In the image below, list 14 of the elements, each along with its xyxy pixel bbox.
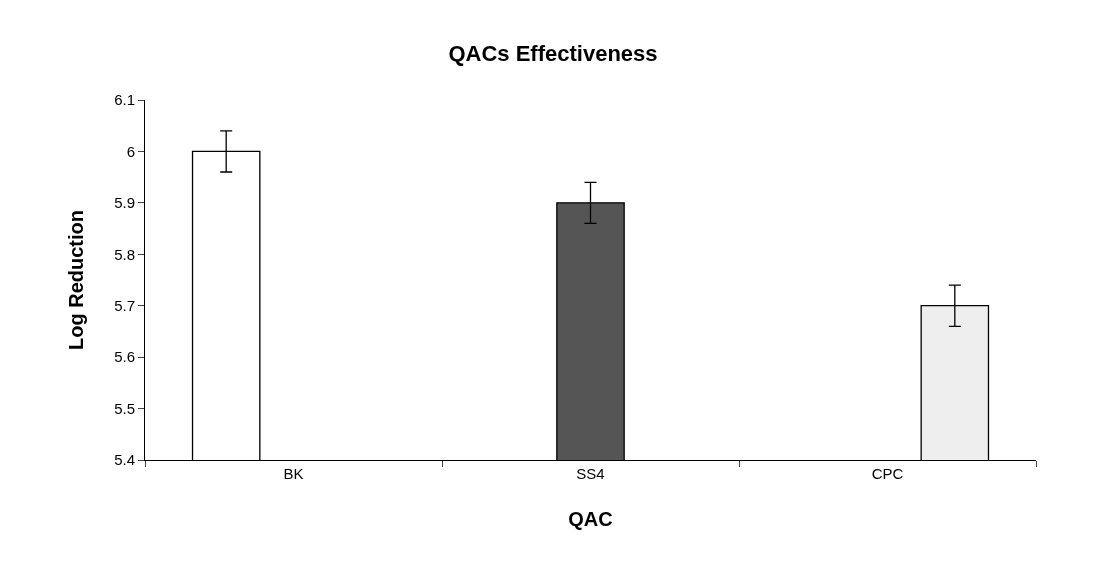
x-axis-title: QAC [568, 507, 613, 530]
y-tick-label: 6.1 [114, 91, 135, 109]
y-tick-label: 5.9 [114, 194, 135, 212]
y-tick-label: 5.8 [114, 245, 135, 263]
x-tick-label: CPC [871, 465, 904, 482]
y-tick-label: 5.6 [114, 348, 135, 366]
x-tick-label: BK [283, 465, 304, 482]
chart-title: QACs Effectiveness [448, 40, 658, 66]
y-tick-label: 5.4 [114, 451, 135, 469]
y-tick-label: 5.5 [114, 399, 135, 417]
y-axis-title: Log Reduction [64, 210, 87, 350]
y-tick-label: 5.7 [114, 296, 135, 314]
x-tick-label: SS4 [576, 465, 605, 482]
y-tick-label: 6 [126, 142, 135, 160]
